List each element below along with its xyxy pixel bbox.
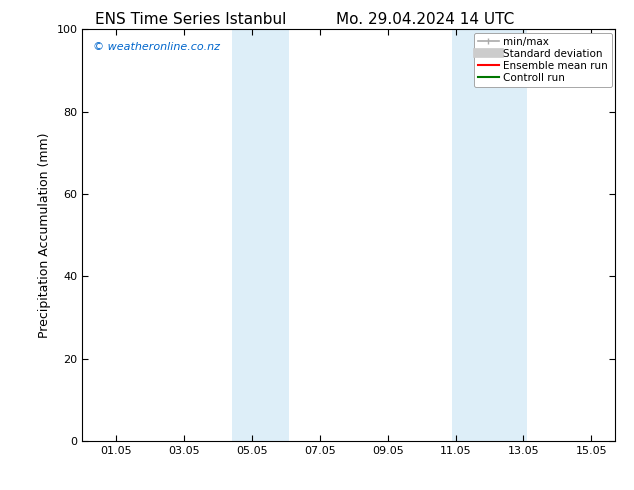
Text: © weatheronline.co.nz: © weatheronline.co.nz [93,42,220,52]
Y-axis label: Precipitation Accumulation (mm): Precipitation Accumulation (mm) [38,132,51,338]
Bar [452,29,527,441]
Bar [231,29,289,441]
Text: Mo. 29.04.2024 14 UTC: Mo. 29.04.2024 14 UTC [335,12,514,27]
Text: ENS Time Series Istanbul: ENS Time Series Istanbul [94,12,286,27]
Legend: min/max, Standard deviation, Ensemble mean run, Controll run: min/max, Standard deviation, Ensemble me… [474,32,612,87]
